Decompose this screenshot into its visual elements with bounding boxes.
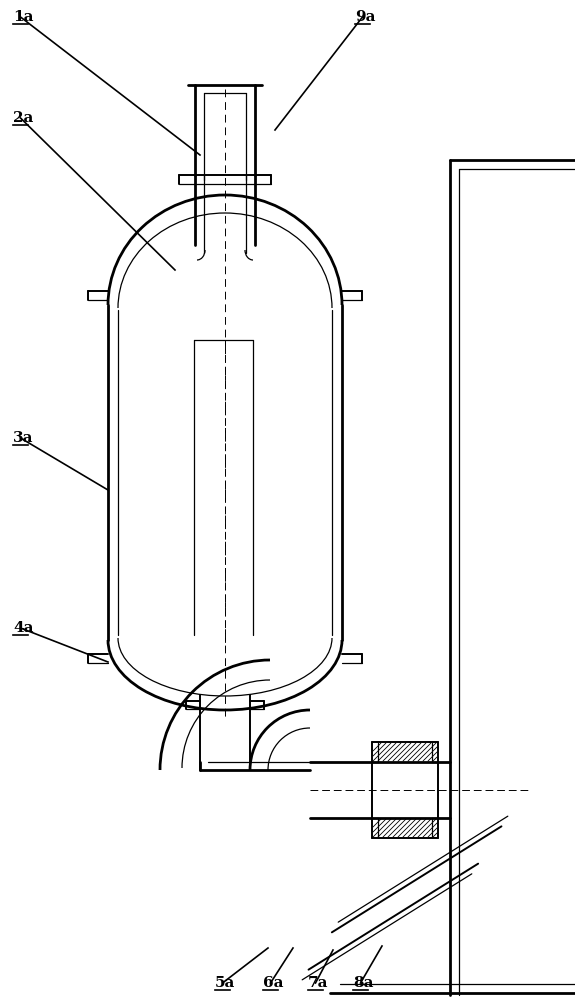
Text: 1a: 1a bbox=[13, 10, 33, 24]
Text: 4a: 4a bbox=[13, 621, 33, 635]
Text: 9a: 9a bbox=[355, 10, 375, 24]
Text: 7a: 7a bbox=[308, 976, 328, 990]
Text: 6a: 6a bbox=[263, 976, 283, 990]
Text: 3a: 3a bbox=[13, 431, 33, 445]
Text: 2a: 2a bbox=[13, 111, 33, 125]
Text: 5a: 5a bbox=[215, 976, 235, 990]
Text: 8a: 8a bbox=[353, 976, 374, 990]
